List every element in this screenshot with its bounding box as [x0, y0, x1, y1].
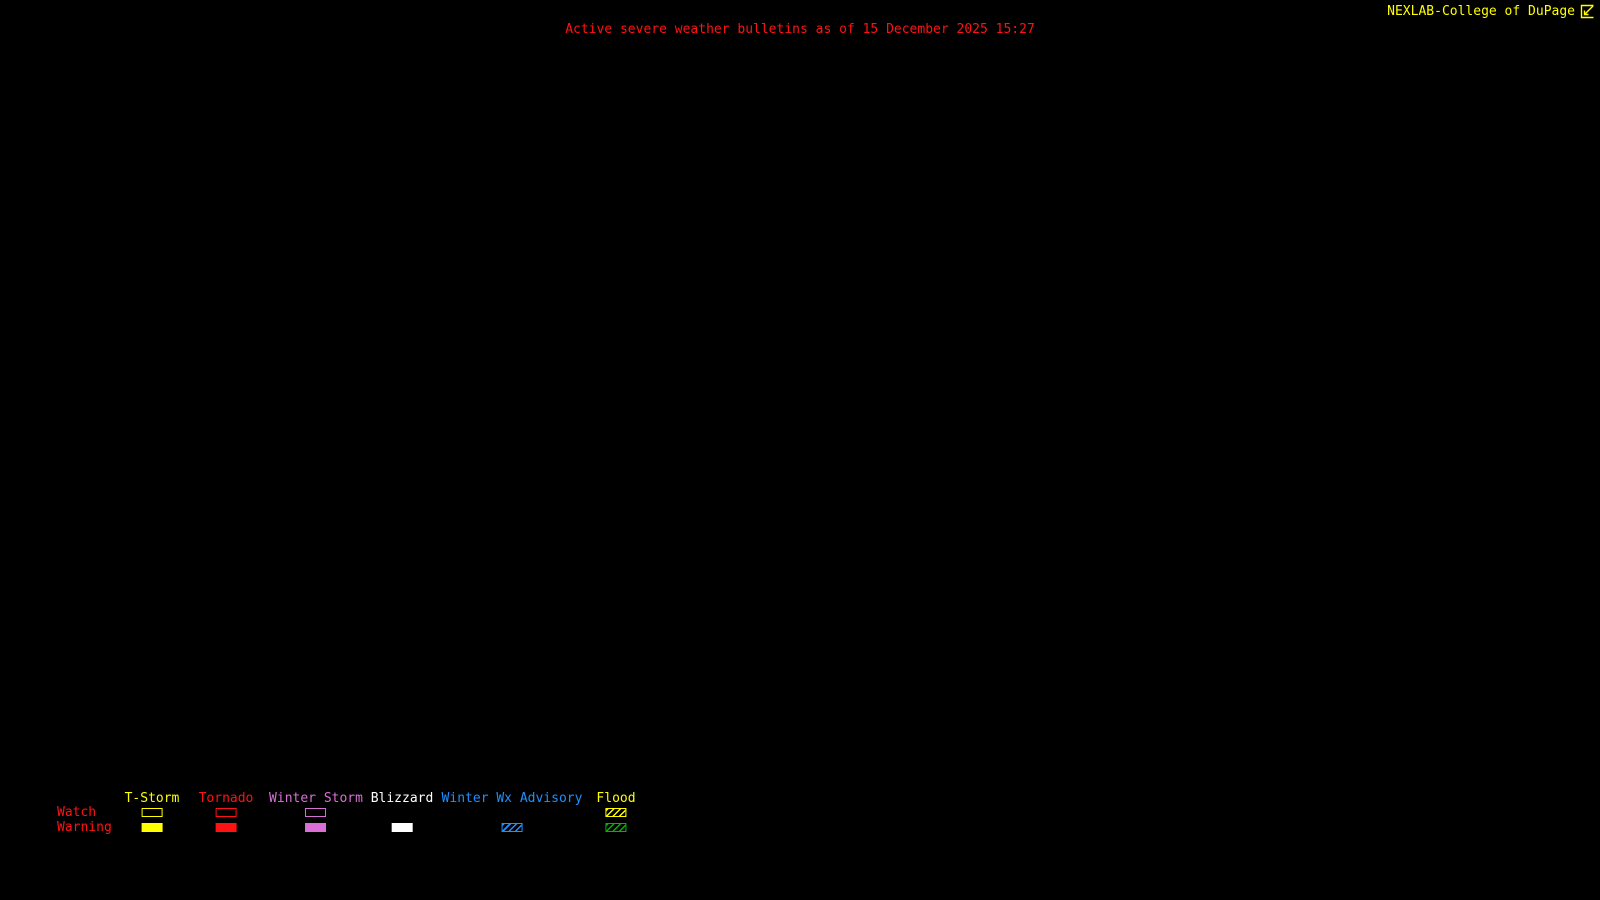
warning-swatch	[215, 823, 237, 832]
legend-column-winter-wx-advisory: Winter Wx Advisory	[441, 791, 583, 832]
brand: NEXLAB-College of DuPage	[1387, 4, 1595, 19]
legend-column-flood: Flood	[596, 791, 636, 832]
legend-row-label-watch: Watch	[57, 805, 97, 820]
warning-swatch	[501, 823, 523, 832]
watch-swatch	[605, 808, 627, 817]
legend-column-tornado: Tornado	[198, 791, 254, 832]
legend-column-winter-storm: Winter Storm	[269, 792, 363, 832]
legend-column-label: Winter Storm	[269, 791, 363, 806]
legend: Watch Warning T-Storm Tornado Winter Storm…	[0, 792, 760, 842]
legend-column-label: Blizzard	[370, 791, 434, 806]
warning-swatch	[605, 823, 627, 832]
brand-label: NEXLAB-College of DuPage	[1387, 4, 1575, 19]
legend-column-label: Tornado	[198, 791, 254, 806]
warning-swatch	[391, 823, 413, 832]
watch-swatch	[215, 808, 237, 817]
legend-column-t-storm: T-Storm	[124, 791, 180, 832]
legend-row-label-warning: Warning	[57, 820, 112, 835]
page-title: Active severe weather bulletins as of 15…	[565, 22, 1035, 37]
warning-swatch	[141, 823, 163, 832]
legend-column-blizzard: Blizzard	[370, 791, 434, 832]
warning-swatch	[305, 823, 327, 832]
legend-column-label: Flood	[596, 791, 636, 806]
nexlab-logo-icon	[1580, 4, 1595, 19]
watch-swatch	[141, 808, 163, 817]
legend-column-label: T-Storm	[124, 791, 180, 806]
legend-column-label: Winter Wx Advisory	[441, 791, 583, 806]
watch-swatch	[305, 808, 327, 817]
